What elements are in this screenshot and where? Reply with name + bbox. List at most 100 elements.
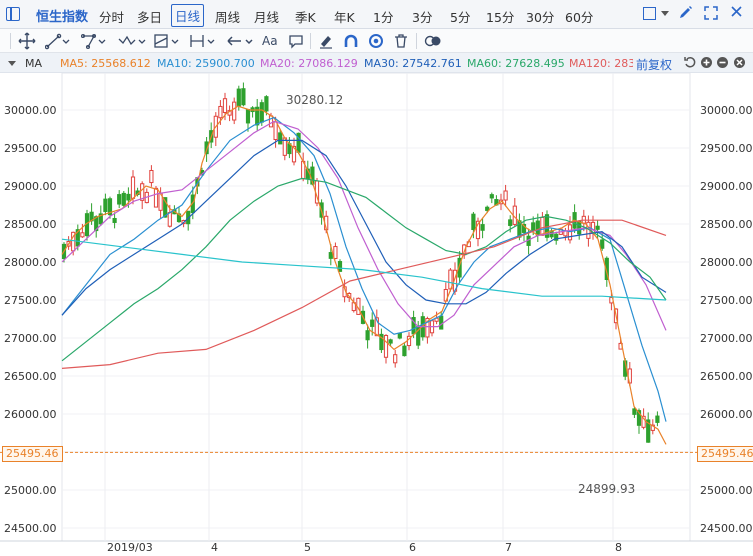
current-price-tag-right: 25495.46 [697, 446, 753, 462]
draw-pen-icon[interactable] [678, 5, 693, 21]
comment-icon[interactable] [288, 32, 304, 50]
polyline-icon[interactable] [80, 32, 107, 50]
candle-body [535, 220, 540, 236]
candlestick-chart[interactable]: 30000.00 30000.00 29500.00 29500.00 29000.00… [0, 73, 753, 556]
period-monthly[interactable]: 月线 [254, 10, 280, 25]
period-1min[interactable]: 1分 [373, 10, 394, 25]
x-tick-label: 4 [211, 541, 218, 554]
ma30-value: MA30: 27542.761 [364, 57, 462, 70]
period-weekly[interactable]: 周线 [215, 10, 241, 25]
period-bar: 恒生指数 分时 多日 日线 周线 月线 季K 年K 1分 3分 5分 15分 3… [0, 0, 753, 29]
y-tick-label-left: 26500.00 [4, 370, 57, 383]
magnet-icon[interactable] [343, 32, 359, 50]
candle-body [393, 354, 398, 364]
candle-body [402, 345, 407, 357]
candle-body [80, 232, 85, 238]
candle-body [130, 176, 136, 199]
y-tick-label-right: 26000.00 [700, 408, 753, 421]
period-60min[interactable]: 60分 [565, 10, 594, 25]
candle-body [636, 410, 642, 426]
close-icon[interactable] [730, 4, 743, 22]
ma60-line [61, 177, 667, 362]
reset-icon[interactable] [684, 56, 697, 72]
candle-body [94, 216, 99, 232]
period-30min[interactable]: 30分 [526, 10, 555, 25]
eraser-icon[interactable] [318, 32, 334, 50]
period-quarterly[interactable]: 季K [295, 10, 316, 25]
measure-icon[interactable] [189, 32, 219, 50]
fullscreen-icon[interactable] [704, 6, 718, 20]
trendline-icon[interactable] [44, 32, 71, 50]
indicator-dropdown-icon[interactable] [8, 61, 16, 66]
candle-body [333, 246, 338, 259]
candle-body [540, 216, 545, 236]
chart-type-icon[interactable] [6, 7, 20, 21]
period-daily[interactable]: 日线 [171, 4, 205, 27]
candle-body [259, 102, 264, 123]
candle-body [121, 192, 126, 206]
x-tick-label: 8 [615, 541, 622, 554]
fibonacci-icon[interactable] [153, 32, 181, 50]
ma120-value: MA120: 2836 [569, 57, 633, 70]
period-yearly[interactable]: 年K [334, 10, 355, 25]
eye-icon[interactable] [368, 32, 384, 50]
remove-indicator-icon[interactable] [716, 56, 729, 72]
ma5-value: MA5: 25568.612 [60, 57, 151, 70]
high-price-annotation: 30280.12 [286, 93, 344, 107]
candle-body [425, 318, 430, 338]
trash-icon[interactable] [393, 32, 409, 50]
crosshair-icon[interactable] [18, 32, 36, 50]
y-tick-label-right: 27000.00 [700, 332, 753, 345]
text-tool-button[interactable]: Aa [262, 34, 278, 48]
y-tick-label-right: 29000.00 [700, 180, 753, 193]
candle-body [641, 415, 646, 428]
candle-body [577, 220, 582, 235]
y-tick-label-right: 29500.00 [700, 142, 753, 155]
candle-body [204, 141, 209, 155]
y-tick-label-left: 30000.00 [4, 104, 57, 117]
ma30-line [61, 139, 667, 316]
candle-body [457, 257, 462, 278]
candle-body [439, 315, 444, 330]
toolbar-divider [310, 33, 311, 49]
candle-body [167, 212, 172, 227]
candle-body [370, 319, 375, 327]
visibility-toggle-icon[interactable] [424, 32, 442, 50]
y-tick-label-right: 25000.00 [700, 484, 753, 497]
chart-canvas[interactable]: 30000.00 30000.00 29500.00 29500.00 29000.00… [0, 73, 753, 556]
layout-icon[interactable] [643, 7, 656, 20]
close-indicator-icon[interactable] [733, 56, 746, 72]
candle-body [485, 206, 490, 211]
chevron-down-icon[interactable] [661, 11, 669, 16]
y-tick-label-right: 28500.00 [700, 218, 753, 231]
wave-icon[interactable] [117, 32, 147, 50]
candle-body [255, 106, 260, 126]
candle-body [112, 217, 117, 223]
arrow-left-icon[interactable] [226, 32, 256, 50]
period-15min[interactable]: 15分 [486, 10, 515, 25]
y-tick-label-left: 26000.00 [4, 408, 57, 421]
adjust-mode-button[interactable]: 前复权 [636, 58, 673, 72]
period-3min[interactable]: 3分 [412, 10, 433, 25]
period-intraday[interactable]: 分时 [99, 10, 125, 25]
add-indicator-icon[interactable] [700, 56, 713, 72]
candle-body [379, 333, 384, 351]
y-tick-label-left: 28000.00 [4, 256, 57, 269]
candle-body [337, 261, 343, 272]
ma5-line [61, 105, 667, 445]
y-tick-label-right: 26500.00 [700, 370, 753, 383]
candle-body [328, 252, 333, 259]
period-multiday[interactable]: 多日 [137, 10, 163, 25]
candle-body [245, 108, 251, 124]
index-title: 恒生指数 [36, 10, 89, 25]
candle-body [232, 101, 237, 121]
candle-body [383, 334, 389, 358]
toolbar-divider [416, 33, 417, 49]
candle-body [264, 96, 269, 112]
candle-body [103, 198, 108, 212]
candle-body [475, 220, 481, 240]
period-5min[interactable]: 5分 [450, 10, 471, 25]
indicator-name[interactable]: MA [25, 57, 43, 70]
candle-body [646, 419, 651, 443]
y-tick-label-left: 27000.00 [4, 332, 57, 345]
